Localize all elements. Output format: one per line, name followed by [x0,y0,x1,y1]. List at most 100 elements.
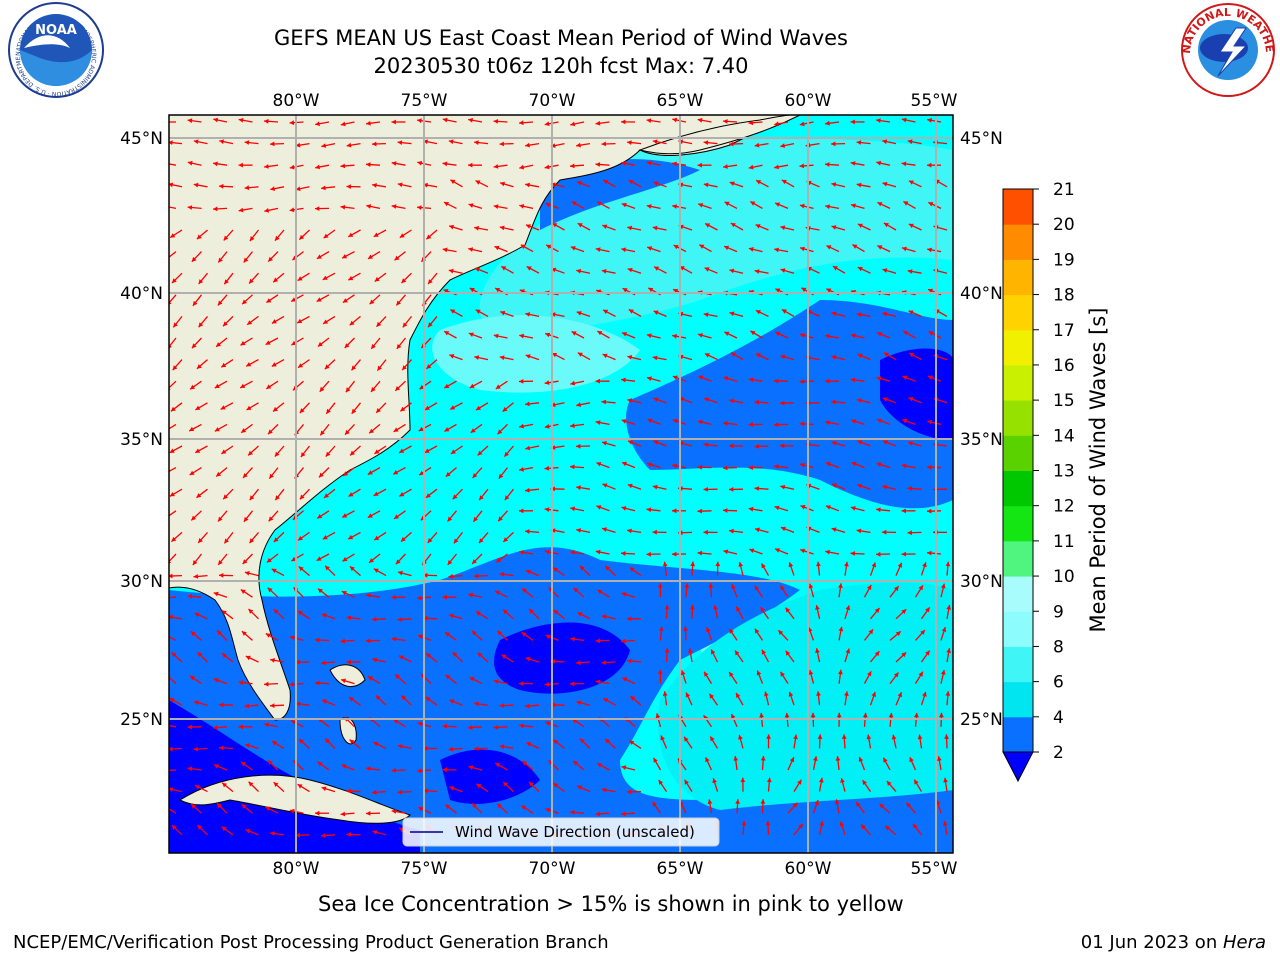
wind-wave-arrowhead [245,655,251,661]
wind-wave-arrowhead [162,120,166,125]
wind-wave-arrowhead [299,408,305,413]
wind-wave-arrowhead [224,279,229,285]
wind-wave-arrowhead [503,782,509,787]
colorbar-tick-label: 18 [1053,286,1075,306]
wind-wave-arrowhead [838,626,844,632]
wind-wave-arrowhead [724,331,730,336]
wind-wave-arrowhead [289,808,295,814]
wind-wave-arrowhead [187,205,193,210]
wind-wave-arrowhead [270,831,275,836]
wind-wave-arrowhead [679,266,685,271]
wind-wave-arrowhead [316,297,322,302]
wind-wave-arrowhead [576,402,581,407]
wind-wave-arrowhead [653,310,659,315]
wind-wave-arrowhead [749,548,755,553]
period-under-2-zone [494,622,630,694]
wind-wave-arrowhead [856,140,862,145]
wind-wave-arrowhead [291,297,297,302]
wind-wave-arrowhead [503,537,509,542]
wind-wave-arrowhead [850,161,856,166]
wind-wave-arrowhead [731,584,736,590]
wind-wave-arrowhead [597,201,603,206]
wind-wave-arrowhead [348,534,354,540]
wind-wave-arrowhead [187,724,192,730]
wind-wave-arrowhead [703,529,708,535]
wind-wave-arrowhead [191,256,197,262]
wind-wave-arrowhead [169,492,175,497]
wind-wave-arrowhead [264,722,270,728]
wind-wave-arrowhead [684,779,689,785]
wind-wave-arrowhead [544,682,550,687]
wind-wave-arrowhead [469,288,475,293]
wind-wave-arrowhead [723,421,728,426]
colorbar-segment [1003,435,1033,471]
wind-wave-arrowhead [475,309,481,314]
wind-wave-arrowhead [401,278,407,283]
wind-wave-arrowhead [468,117,473,123]
wind-wave-arrowhead [401,536,406,542]
wind-wave-arrowhead [219,573,224,578]
wind-wave-arrowhead [774,464,779,469]
wind-wave-arrowhead [596,505,602,510]
wind-wave-arrowhead [736,606,741,612]
wind-wave-arrowhead [908,223,914,229]
wind-wave-arrowhead [442,161,448,167]
wind-wave-arrowhead [831,441,837,446]
wind-wave-arrowhead [657,669,663,674]
wind-wave-arrowhead [690,561,696,567]
wind-wave-arrowhead [647,418,653,423]
wind-wave-arrowhead [169,140,173,145]
wind-wave-arrowhead [754,399,759,405]
lat-tick-label: 40°N [960,284,1003,304]
wind-wave-arrowhead [595,162,601,167]
wind-wave-arrowhead [473,516,478,522]
wind-wave-arrowhead [213,117,219,123]
wind-wave-arrowhead [238,724,243,730]
wind-wave-arrowhead [222,782,227,788]
wind-wave-arrowhead [469,383,475,388]
wind-wave-arrowhead [369,299,375,305]
footer-branch: NCEP/EMC/Verification Post Processing Pr… [13,932,609,953]
wind-wave-arrowhead [577,223,583,228]
wind-wave-arrowhead [857,483,863,489]
wind-wave-arrowhead [525,401,530,407]
wind-wave-arrowhead [445,674,451,680]
wind-wave-arrowhead [525,703,530,709]
wind-wave-arrowhead [500,310,506,316]
wind-wave-arrowhead [474,701,479,707]
wind-wave-arrowhead [444,427,450,432]
wind-wave-arrowhead [391,595,396,600]
wind-wave-arrowhead [646,160,652,166]
wind-wave-arrowhead [295,701,301,707]
wind-wave-arrowhead [808,583,814,589]
wind-wave-arrowhead [221,362,227,368]
wind-wave-arrowhead [424,405,430,410]
wind-wave-arrowhead [622,288,628,293]
wind-wave-arrowhead [888,712,894,718]
wind-wave-arrowhead [876,507,881,513]
wind-wave-arrowhead [754,142,760,148]
wind-wave-arrowhead [244,140,250,145]
wind-wave-arrowhead [937,756,942,761]
wind-wave-arrowhead [213,678,219,683]
wind-wave-arrowhead [172,278,177,283]
wind-wave-arrowhead [322,275,328,280]
wind-wave-arrowhead [397,617,403,622]
wind-wave-arrowhead [248,781,254,787]
wind-wave-arrowhead [493,679,499,684]
wind-wave-arrowhead [595,420,601,425]
wind-wave-arrowhead [476,405,481,411]
wind-wave-arrowhead [371,387,376,392]
wind-wave-arrowhead [876,160,882,166]
colorbar-segment [1003,364,1033,401]
wind-wave-arrowhead [851,419,857,424]
wind-wave-arrowhead [545,807,551,813]
wind-wave-arrowhead [748,422,753,427]
wind-wave-arrowhead [850,333,856,339]
period-6-8-zone [432,315,640,393]
wind-wave-arrowhead [479,538,484,544]
wind-wave-arrowhead [325,451,331,457]
wind-wave-arrowhead [601,141,606,147]
wind-wave-arrowhead [903,331,909,336]
colorbar-tick-label: 16 [1053,356,1075,376]
